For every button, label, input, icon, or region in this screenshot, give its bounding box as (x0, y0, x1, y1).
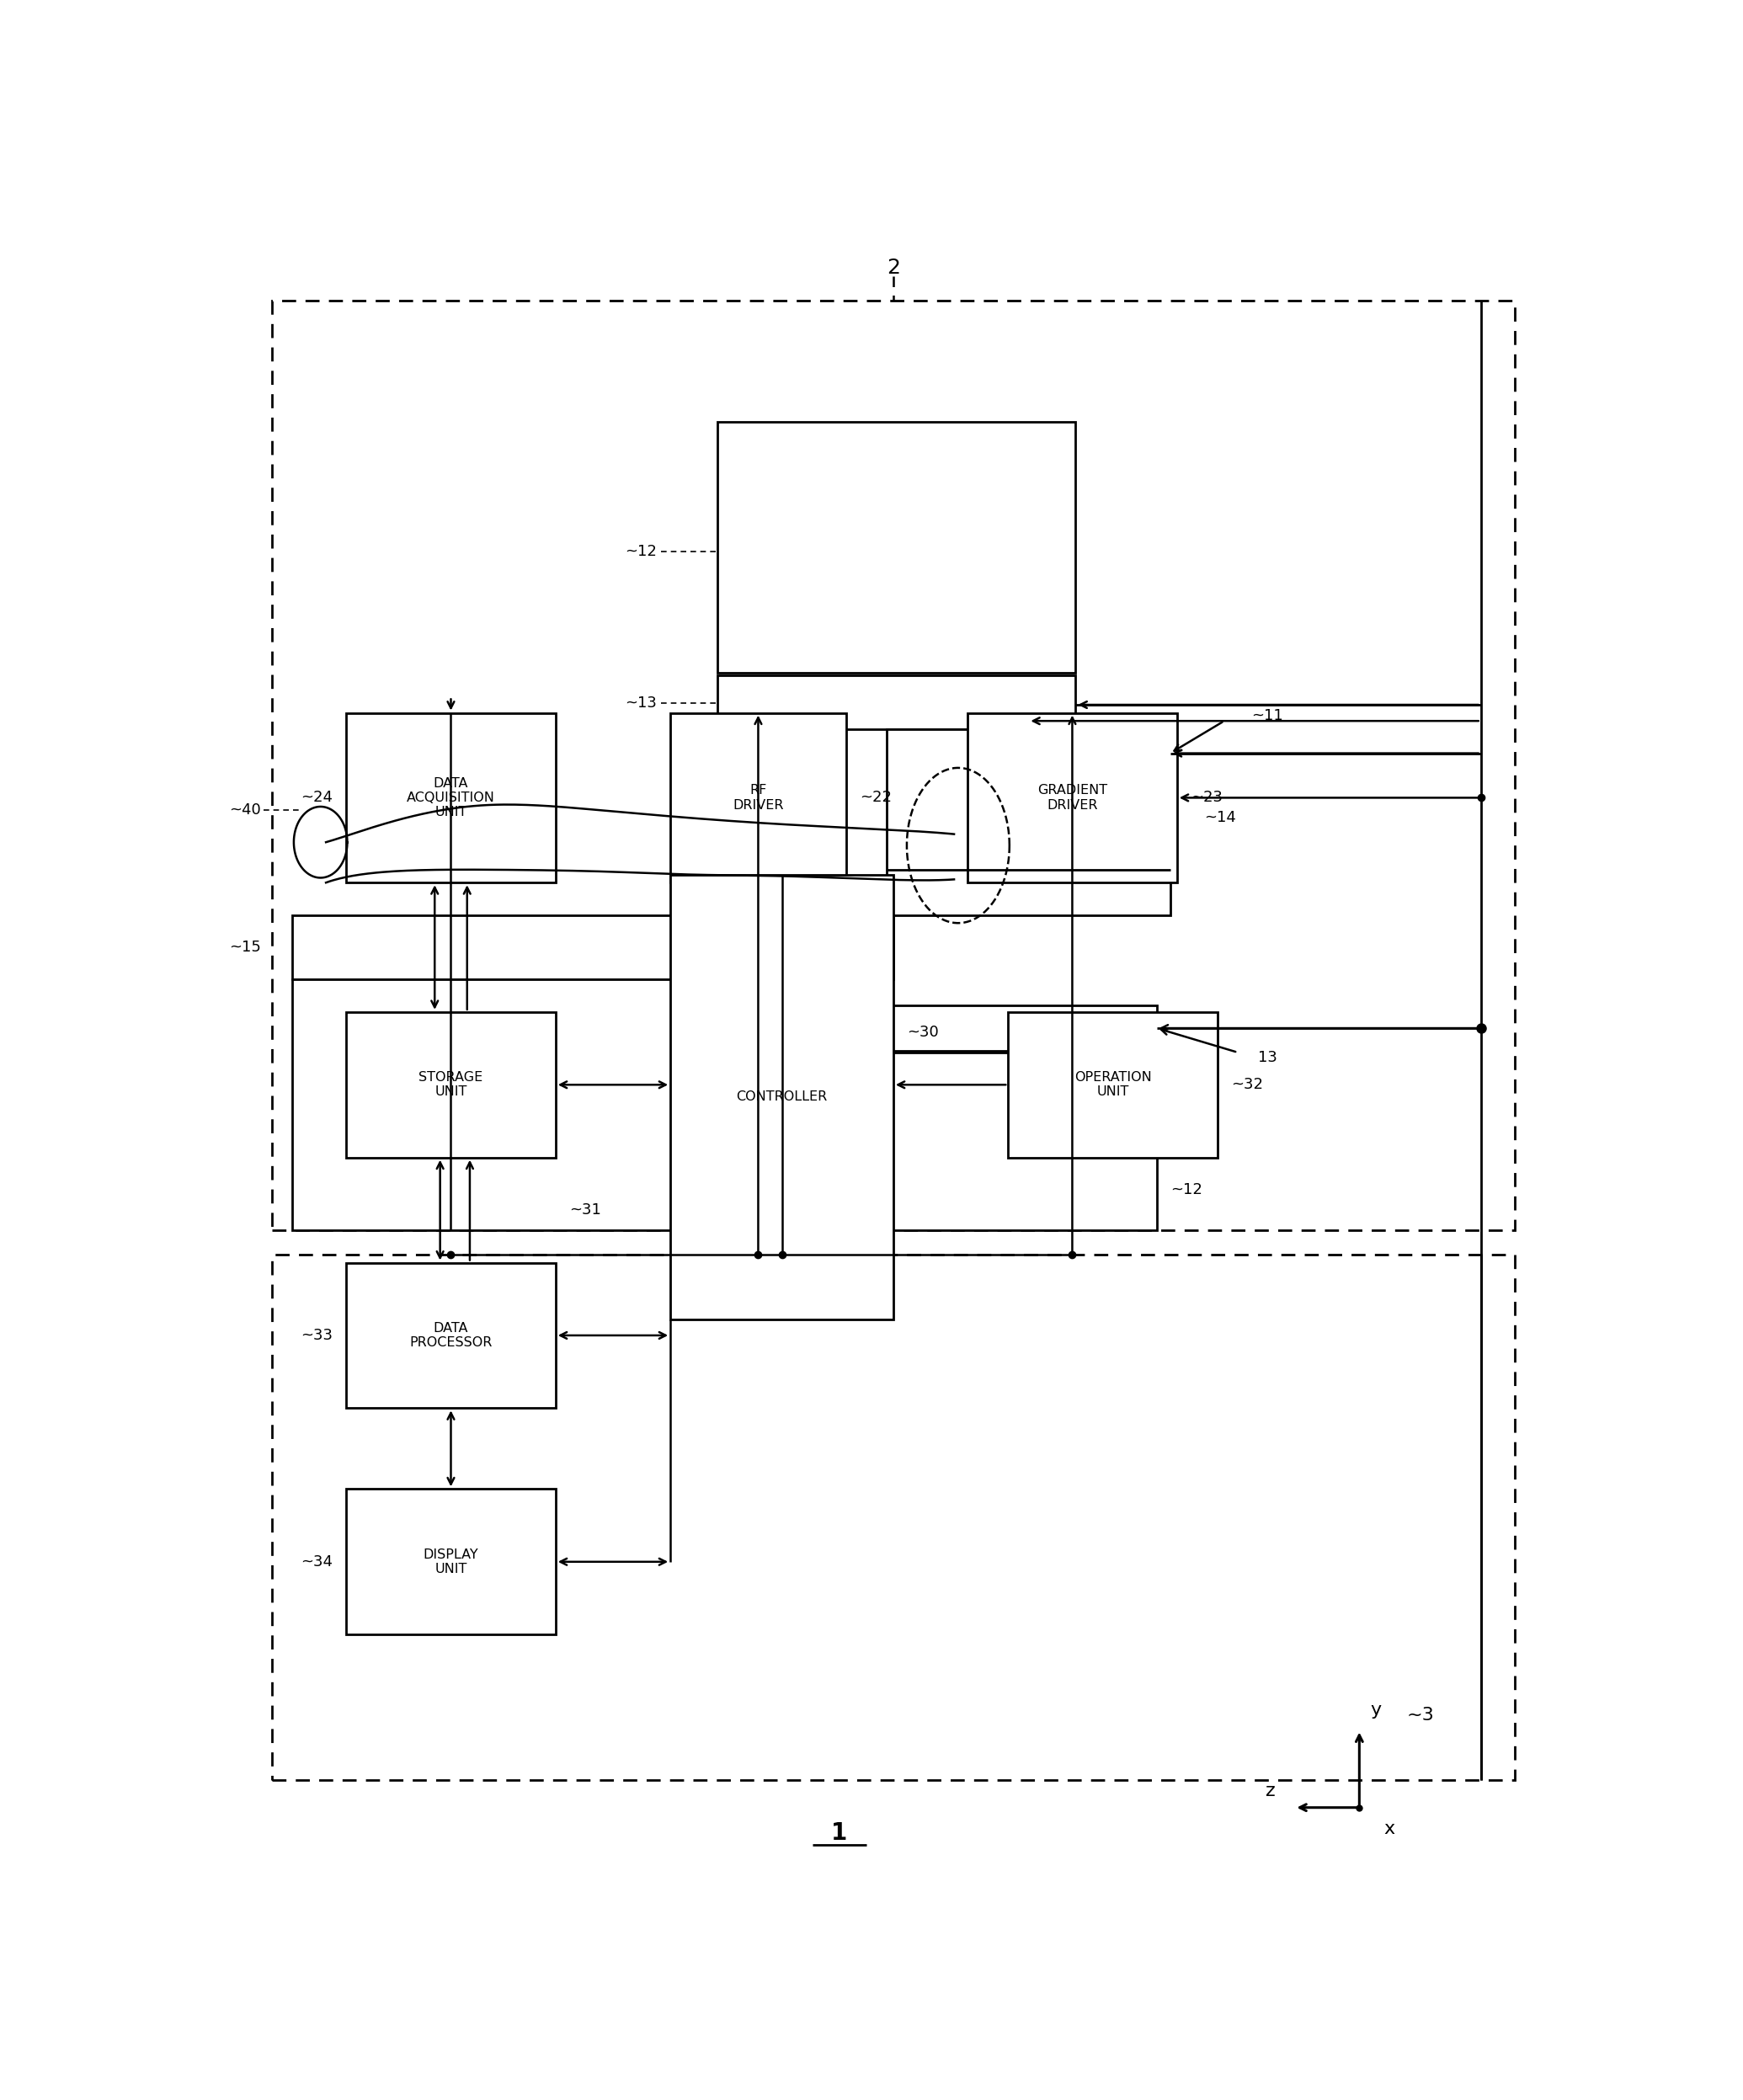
Bar (293, 916, 892, 979)
Text: STORAGE
UNIT: STORAGE UNIT (418, 1071, 483, 1098)
Text: ~40: ~40 (230, 802, 261, 817)
Text: DISPLAY
UNIT: DISPLAY UNIT (424, 1548, 479, 1575)
Text: ~3: ~3 (1407, 1707, 1434, 1724)
Text: 13: 13 (1258, 1050, 1278, 1065)
Text: 2: 2 (887, 258, 899, 279)
Bar (718, 676, 1075, 729)
Text: ~12: ~12 (1170, 1182, 1203, 1197)
Text: ~34: ~34 (302, 1554, 333, 1569)
Text: GRADIENT
DRIVER: GRADIENT DRIVER (1037, 783, 1107, 811)
Text: DATA
PROCESSOR: DATA PROCESSOR (410, 1321, 492, 1348)
Text: ~33: ~33 (302, 1327, 333, 1344)
Text: ~23: ~23 (1190, 790, 1222, 804)
Text: y: y (1370, 1703, 1380, 1720)
Bar (840, 1052, 1157, 1231)
Text: ~12: ~12 (626, 544, 657, 559)
Bar (347, 1489, 556, 1634)
Bar (840, 1006, 1157, 1050)
Text: 1: 1 (831, 1821, 847, 1846)
Text: z: z (1265, 1783, 1276, 1800)
Text: DATA
ACQUISITION
UNIT: DATA ACQUISITION UNIT (406, 777, 495, 819)
Text: ~32: ~32 (1231, 1077, 1264, 1092)
Bar (272, 300, 1515, 1231)
Text: ~30: ~30 (906, 1025, 938, 1040)
Bar (347, 712, 556, 882)
Bar (718, 422, 1075, 672)
Text: ~22: ~22 (859, 790, 891, 804)
Bar (1007, 1012, 1217, 1157)
Bar (347, 1012, 556, 1157)
Bar (671, 712, 845, 882)
Bar (293, 979, 711, 1231)
Text: ~11: ~11 (1251, 708, 1283, 724)
Bar (272, 1254, 1515, 1781)
Text: OPERATION
UNIT: OPERATION UNIT (1074, 1071, 1152, 1098)
Bar (671, 874, 892, 1319)
Text: ~14: ~14 (1204, 811, 1236, 825)
Text: ~24: ~24 (302, 790, 333, 804)
Text: ~31: ~31 (568, 1203, 601, 1218)
Text: ~15: ~15 (230, 939, 261, 955)
Text: RF
DRIVER: RF DRIVER (732, 783, 784, 811)
Text: x: x (1384, 1821, 1394, 1838)
Text: ~13: ~13 (626, 695, 657, 710)
Bar (347, 1262, 556, 1409)
Text: CONTROLLER: CONTROLLER (736, 1090, 828, 1102)
Bar (967, 712, 1177, 882)
Bar (887, 729, 1170, 916)
